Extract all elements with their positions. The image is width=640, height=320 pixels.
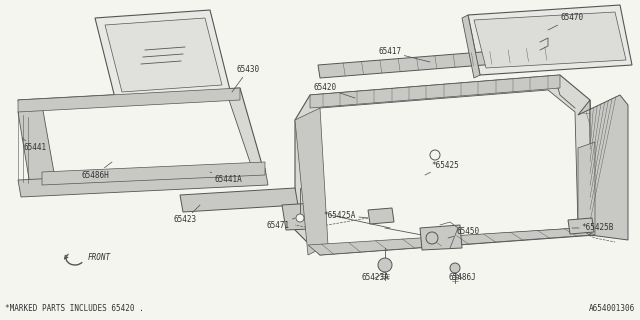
Text: *65425A: *65425A	[324, 211, 368, 220]
Text: 65470: 65470	[548, 13, 584, 30]
Text: 65423: 65423	[173, 205, 200, 225]
Polygon shape	[18, 88, 240, 112]
Text: 65486J: 65486J	[448, 273, 476, 283]
Polygon shape	[368, 208, 394, 224]
Text: 65471: 65471	[266, 218, 295, 229]
Polygon shape	[180, 188, 298, 212]
Text: 65441A: 65441A	[210, 172, 242, 185]
Circle shape	[296, 214, 304, 222]
Polygon shape	[18, 168, 268, 197]
Polygon shape	[310, 75, 560, 108]
Polygon shape	[462, 15, 480, 78]
Text: 65441: 65441	[22, 138, 47, 153]
Text: 65417: 65417	[378, 47, 430, 62]
Polygon shape	[420, 225, 462, 250]
Text: *65425: *65425	[425, 161, 459, 175]
Polygon shape	[318, 45, 572, 78]
Text: A654001306: A654001306	[589, 304, 635, 313]
Text: 65430: 65430	[232, 66, 260, 92]
Polygon shape	[578, 95, 628, 240]
Circle shape	[450, 263, 460, 273]
Polygon shape	[295, 108, 328, 255]
Polygon shape	[282, 202, 335, 230]
Polygon shape	[474, 12, 626, 68]
Polygon shape	[295, 75, 595, 255]
Circle shape	[426, 232, 438, 244]
Text: FRONT: FRONT	[88, 253, 111, 262]
Polygon shape	[42, 162, 265, 185]
Polygon shape	[18, 88, 265, 185]
Polygon shape	[18, 105, 55, 185]
Text: 65486H: 65486H	[81, 162, 112, 180]
Polygon shape	[578, 142, 595, 235]
Circle shape	[378, 258, 392, 272]
Polygon shape	[95, 10, 230, 98]
Circle shape	[430, 150, 440, 160]
Text: 65450: 65450	[448, 228, 479, 238]
Polygon shape	[468, 5, 632, 75]
Text: *MARKED PARTS INCLUDES 65420 .: *MARKED PARTS INCLUDES 65420 .	[5, 304, 144, 313]
Polygon shape	[568, 218, 594, 234]
Polygon shape	[308, 228, 590, 255]
Polygon shape	[308, 90, 578, 245]
Text: 65423A: 65423A	[361, 272, 389, 283]
Polygon shape	[105, 18, 222, 92]
Text: *65425B: *65425B	[572, 223, 614, 233]
Polygon shape	[30, 97, 252, 178]
Text: 65420: 65420	[314, 84, 355, 98]
